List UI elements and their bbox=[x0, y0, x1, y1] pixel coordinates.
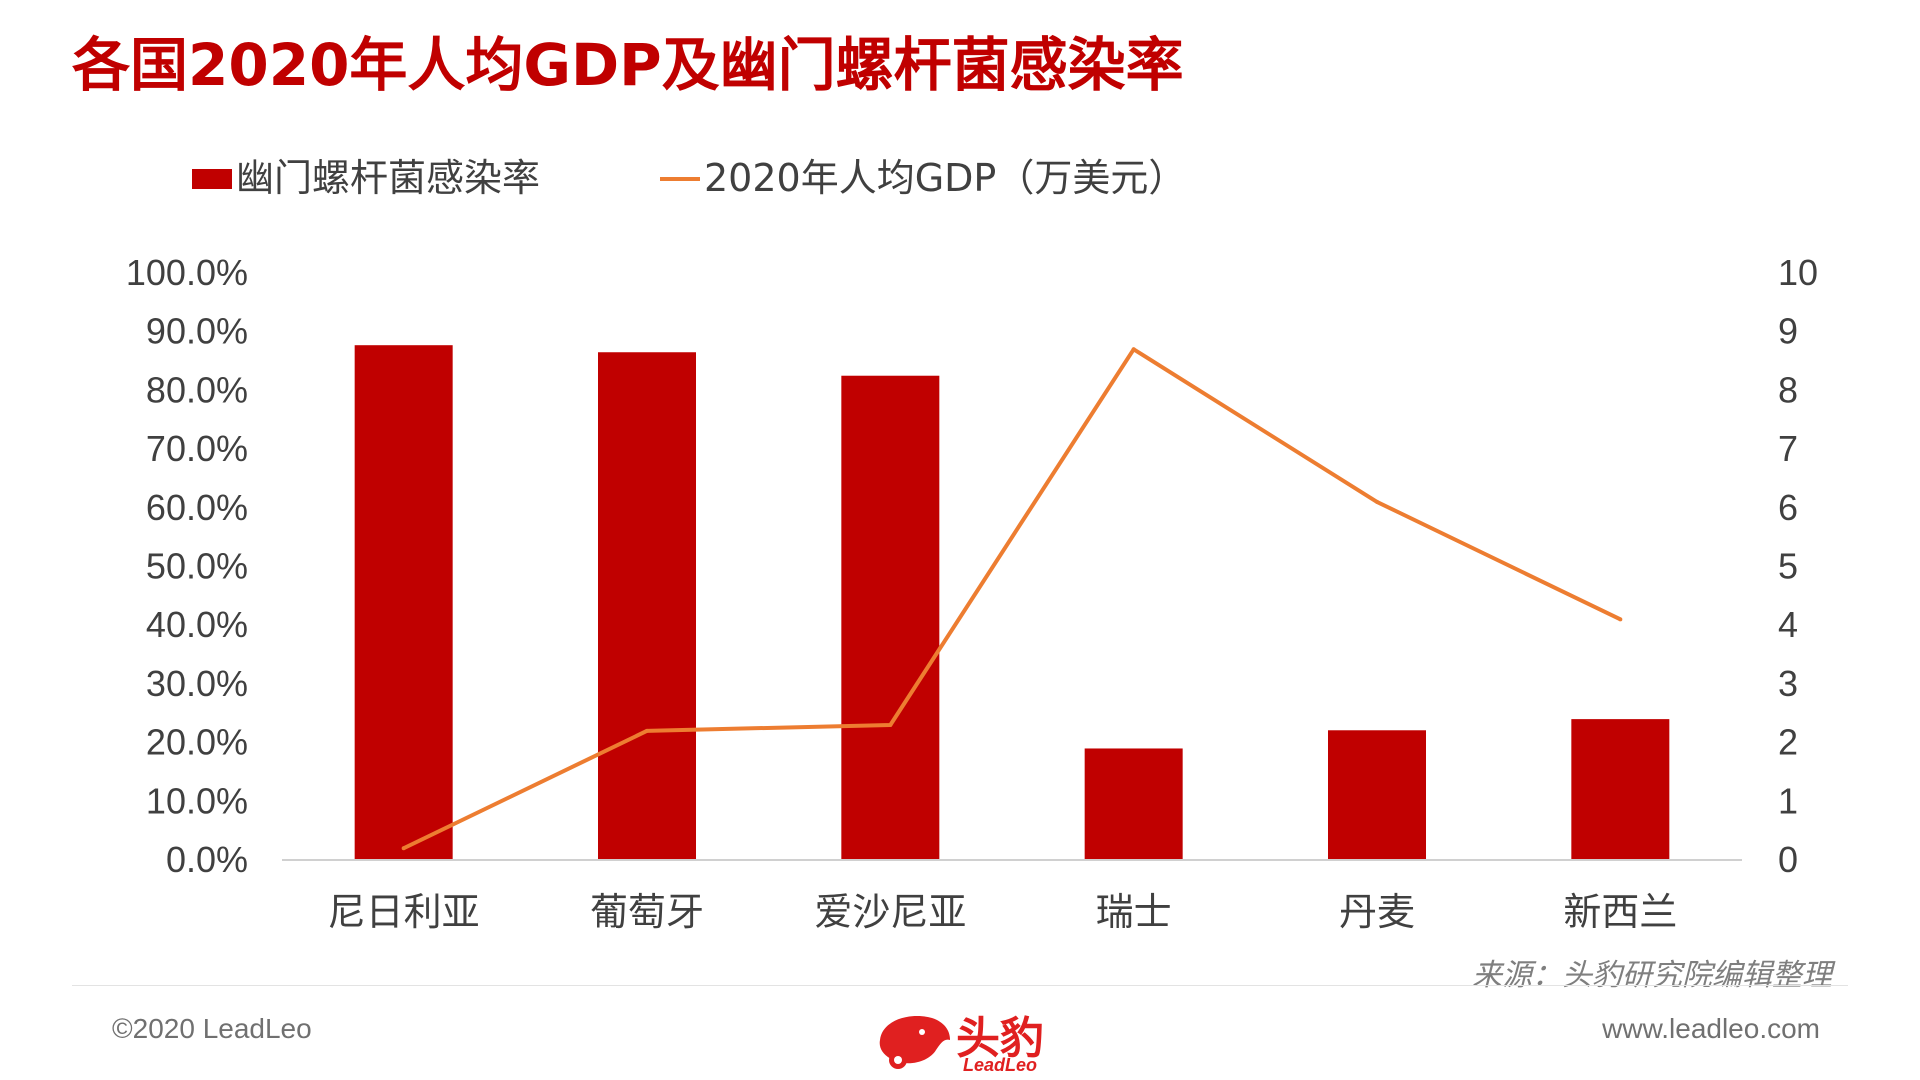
line-gdp-per-capita bbox=[402, 347, 1622, 851]
right-axis-tick-label: 6 bbox=[1778, 487, 1798, 528]
left-axis-tick-label: 50.0% bbox=[146, 546, 248, 587]
left-axis-tick-label: 90.0% bbox=[146, 311, 248, 352]
legend-bar-label: 幽门螺杆菌感染率 bbox=[236, 156, 540, 200]
footer-divider bbox=[72, 985, 1848, 986]
source-note: 来源：头豹研究院编辑整理 bbox=[1472, 958, 1832, 993]
right-axis-tick-label: 7 bbox=[1778, 428, 1798, 469]
x-axis-category-label: 爱沙尼亚 bbox=[814, 890, 966, 934]
line-point-gdp bbox=[645, 728, 649, 733]
left-axis-tick-label: 30.0% bbox=[146, 663, 248, 704]
left-axis-tick-label: 10.0% bbox=[146, 780, 248, 821]
left-axis-tick-label: 80.0% bbox=[146, 369, 248, 410]
bar-infection-rate bbox=[1328, 730, 1426, 860]
line-point-gdp bbox=[1618, 617, 1623, 622]
x-axis-category-label: 丹麦 bbox=[1339, 890, 1415, 934]
right-axis-tick-label: 0 bbox=[1778, 839, 1798, 880]
legend-bar-swatch bbox=[192, 169, 232, 189]
left-axis-tick-label: 60.0% bbox=[146, 487, 248, 528]
line-point-gdp bbox=[888, 722, 893, 727]
right-axis-tick-label: 4 bbox=[1778, 604, 1798, 645]
right-axis-tick-label: 1 bbox=[1778, 780, 1798, 821]
x-axis-category-label: 新西兰 bbox=[1563, 890, 1677, 934]
copyright-text: ©2020 LeadLeo bbox=[112, 1013, 312, 1044]
bar-infection-rate bbox=[598, 352, 696, 860]
logo-text: 头豹 bbox=[956, 1013, 1044, 1064]
logo-subtext: LeadLeo bbox=[963, 1055, 1038, 1075]
website-link[interactable]: www.leadleo.com bbox=[1602, 1013, 1820, 1044]
right-axis-tick-label: 8 bbox=[1778, 369, 1798, 410]
line-point-gdp bbox=[401, 846, 406, 851]
left-axis-tick-label: 0.0% bbox=[166, 839, 248, 880]
right-axis-tick-label: 9 bbox=[1778, 311, 1798, 352]
line-point-gdp bbox=[1375, 499, 1379, 504]
left-axis-tick-label: 100.0% bbox=[126, 252, 248, 293]
bar-infection-rate bbox=[1571, 719, 1670, 860]
line-point-gdp bbox=[1131, 347, 1136, 352]
chart-title: 各国2020年人均GDP及幽门螺杆菌感染率 bbox=[72, 31, 1184, 99]
left-axis-tick-label: 20.0% bbox=[146, 722, 248, 763]
right-axis-tick-label: 3 bbox=[1778, 663, 1798, 704]
x-axis-category-label: 葡萄牙 bbox=[590, 890, 704, 934]
left-axis-tick-label: 70.0% bbox=[146, 428, 248, 469]
right-axis-tick-label: 10 bbox=[1778, 252, 1818, 293]
right-axis-tick-label: 2 bbox=[1778, 722, 1798, 763]
left-axis-tick-label: 40.0% bbox=[146, 604, 248, 645]
x-axis-category-label: 瑞士 bbox=[1096, 890, 1172, 934]
x-axis-category-label: 尼日利亚 bbox=[328, 890, 480, 934]
leopard-logo-icon bbox=[879, 1016, 950, 1069]
bar-infection-rate bbox=[841, 375, 940, 860]
bar-infection-rate bbox=[354, 345, 453, 860]
right-axis-tick-label: 5 bbox=[1778, 546, 1798, 587]
bar-infection-rate bbox=[1084, 748, 1183, 860]
legend-line-label: 2020年人均GDP（万美元） bbox=[704, 156, 1186, 200]
